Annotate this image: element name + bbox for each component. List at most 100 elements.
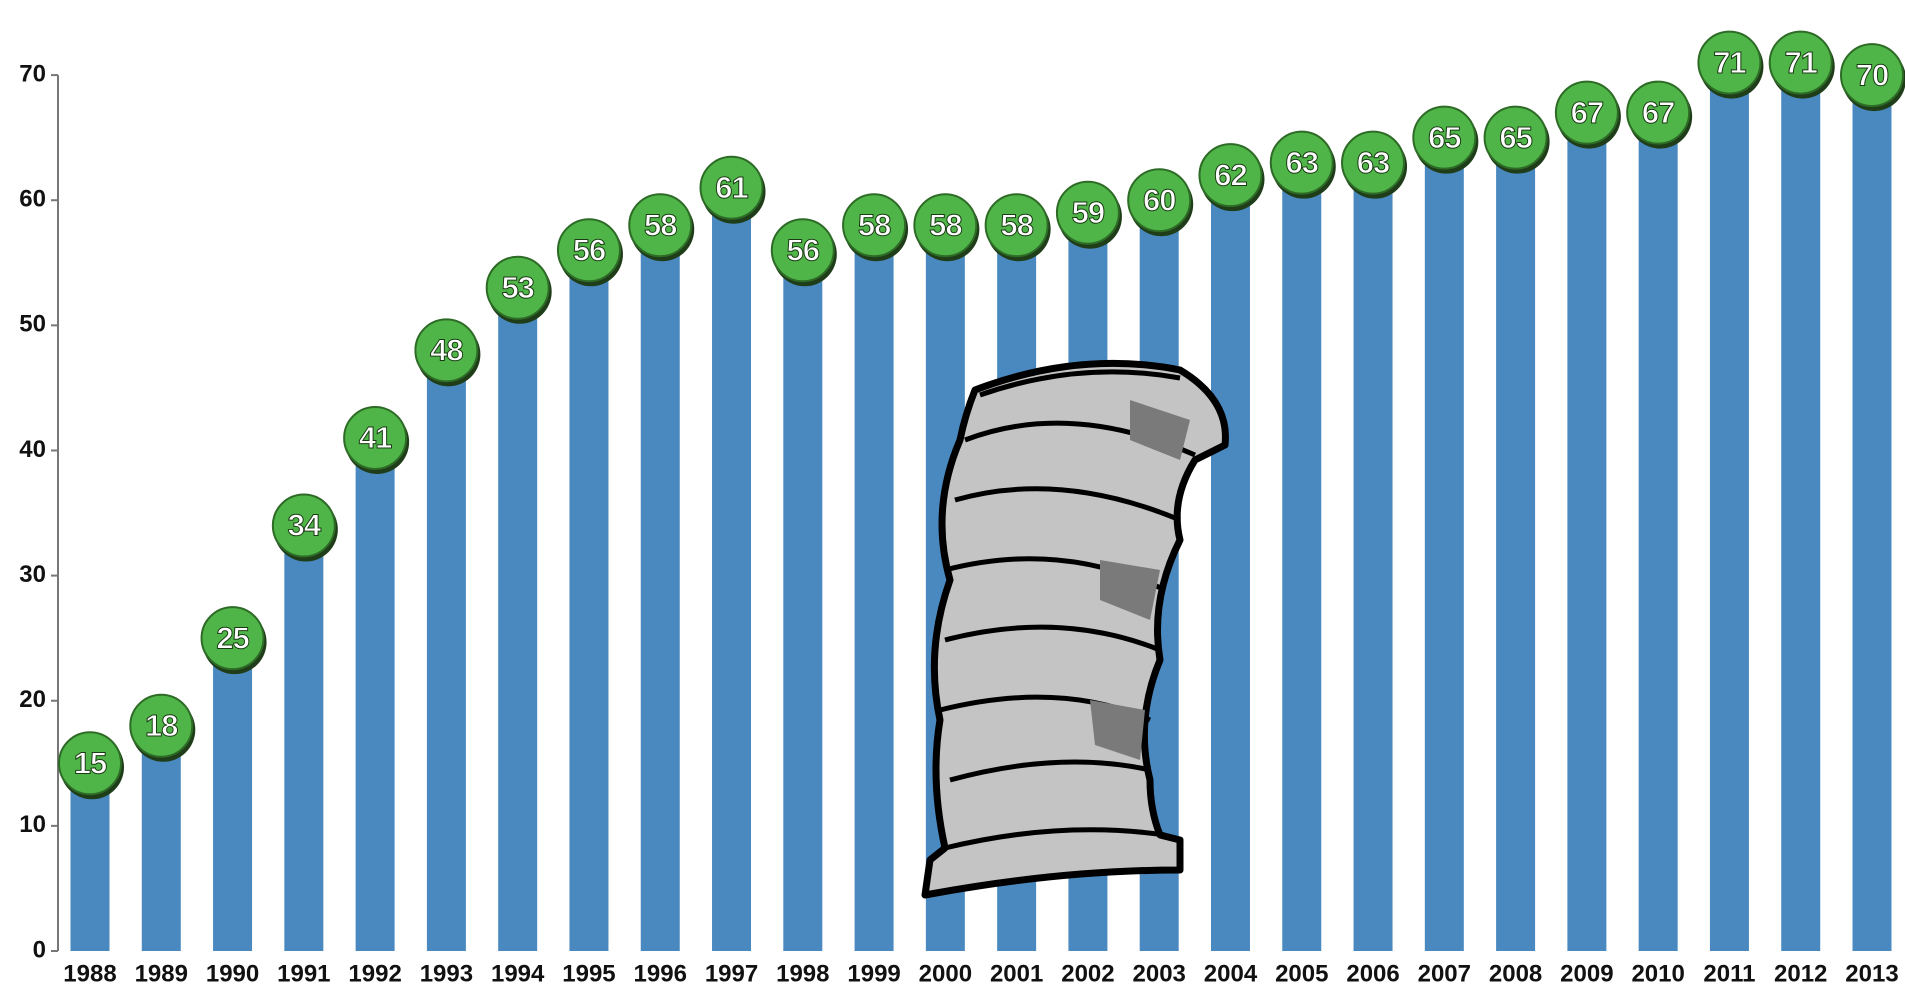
value-bubble (1697, 30, 1762, 95)
x-tick-label: 1992 (348, 960, 401, 987)
bar (569, 250, 609, 951)
x-tick-label: 1988 (63, 960, 116, 987)
bar (426, 350, 466, 951)
bar (498, 287, 538, 952)
x-tick-label: 2006 (1346, 960, 1399, 987)
value-label: 65 (1428, 120, 1461, 155)
x-tick-label: 1990 (206, 960, 259, 987)
value-bubble (1127, 168, 1192, 233)
x-tick-label: 2001 (990, 960, 1043, 987)
value-label: 67 (1571, 95, 1603, 130)
value-label: 63 (1357, 145, 1390, 180)
x-tick-label: 1999 (847, 960, 900, 987)
value-bubble (556, 218, 621, 283)
value-label: 58 (858, 207, 891, 242)
bar (712, 187, 752, 951)
x-tick-label: 2003 (1133, 960, 1186, 987)
value-bubble (1412, 105, 1477, 170)
illustration (921, 359, 1229, 899)
y-tick-label: 40 (19, 436, 46, 463)
value-bubble (984, 193, 1049, 258)
value-bubble (1840, 43, 1904, 108)
value-bubble (58, 731, 122, 796)
value-bubble (1269, 130, 1334, 195)
value-label: 15 (74, 745, 107, 780)
x-tick-label: 2000 (919, 960, 972, 987)
value-label: 60 (1143, 182, 1175, 217)
y-tick-label: 50 (19, 311, 46, 338)
value-label: 34 (288, 508, 322, 543)
value-label: 65 (1499, 120, 1532, 155)
bar (640, 225, 680, 952)
value-bubble (842, 193, 907, 258)
bar (1852, 75, 1892, 951)
value-bubble (485, 255, 550, 320)
x-tick-label: 1989 (135, 960, 188, 987)
value-bubble (271, 493, 336, 558)
x-tick-label: 2012 (1774, 960, 1827, 987)
bar (1353, 162, 1393, 952)
bar (1282, 162, 1322, 952)
value-label: 62 (1214, 157, 1246, 192)
value-bubble (129, 693, 194, 758)
value-label: 53 (501, 270, 534, 305)
value-labels: 15 18 25 34 41 48 53 56 58 61 56 58 58 58 59 60 62 63 63 65… (58, 30, 1905, 800)
value-bubble (1055, 180, 1120, 245)
y-tick-label: 20 (19, 686, 46, 713)
x-tick-label: 2004 (1204, 960, 1258, 987)
value-bubble (913, 193, 978, 258)
value-bubble (628, 193, 693, 258)
value-bubble (770, 218, 835, 283)
value-label: 25 (216, 620, 249, 655)
x-tick-label: 1996 (634, 960, 687, 987)
bar (1638, 112, 1678, 952)
value-label: 61 (715, 170, 748, 205)
bar (284, 525, 324, 951)
value-bubble (1198, 143, 1263, 208)
value-label: 41 (359, 420, 392, 455)
value-bubble (1483, 105, 1548, 170)
y-tick-label: 60 (19, 186, 46, 213)
x-tick-label: 1997 (705, 960, 758, 987)
value-bubble (1626, 80, 1691, 145)
bar (1567, 112, 1607, 952)
value-bubble (1768, 30, 1833, 95)
value-label: 58 (644, 207, 677, 242)
value-label: 48 (430, 333, 463, 368)
y-tick-label: 70 (19, 60, 46, 87)
y-tick-label: 30 (19, 561, 46, 588)
value-bubble (200, 606, 265, 671)
value-label: 67 (1642, 95, 1674, 130)
value-label: 56 (573, 232, 606, 267)
x-tick-label: 2005 (1275, 960, 1328, 987)
x-tick-label: 1993 (420, 960, 473, 987)
x-tick-label: 2008 (1489, 960, 1542, 987)
value-label: 59 (1072, 195, 1105, 230)
value-bubble (343, 405, 408, 470)
bar (213, 638, 253, 951)
value-label: 18 (145, 708, 178, 743)
value-bubble (1341, 130, 1406, 195)
value-label: 70 (1856, 57, 1888, 92)
x-tick-label: 2011 (1703, 960, 1755, 987)
bar (1424, 137, 1464, 952)
value-label: 58 (1000, 207, 1033, 242)
value-bubble (414, 318, 479, 383)
x-tick-label: 1995 (562, 960, 615, 987)
x-tick-label: 2009 (1560, 960, 1613, 987)
x-tick-label: 1994 (491, 960, 545, 987)
bar (1781, 62, 1821, 951)
value-label: 58 (929, 207, 962, 242)
y-tick-label: 10 (19, 811, 46, 838)
bar (783, 250, 823, 951)
bar (1709, 62, 1749, 951)
y-tick-label: 0 (33, 936, 46, 963)
x-tick-label: 1998 (776, 960, 829, 987)
value-label: 56 (787, 232, 820, 267)
value-bubble (699, 155, 764, 220)
x-tick-label: 2013 (1845, 960, 1898, 987)
x-tick-label: 2002 (1061, 960, 1114, 987)
value-label: 63 (1286, 145, 1319, 180)
value-label: 71 (1713, 45, 1746, 80)
